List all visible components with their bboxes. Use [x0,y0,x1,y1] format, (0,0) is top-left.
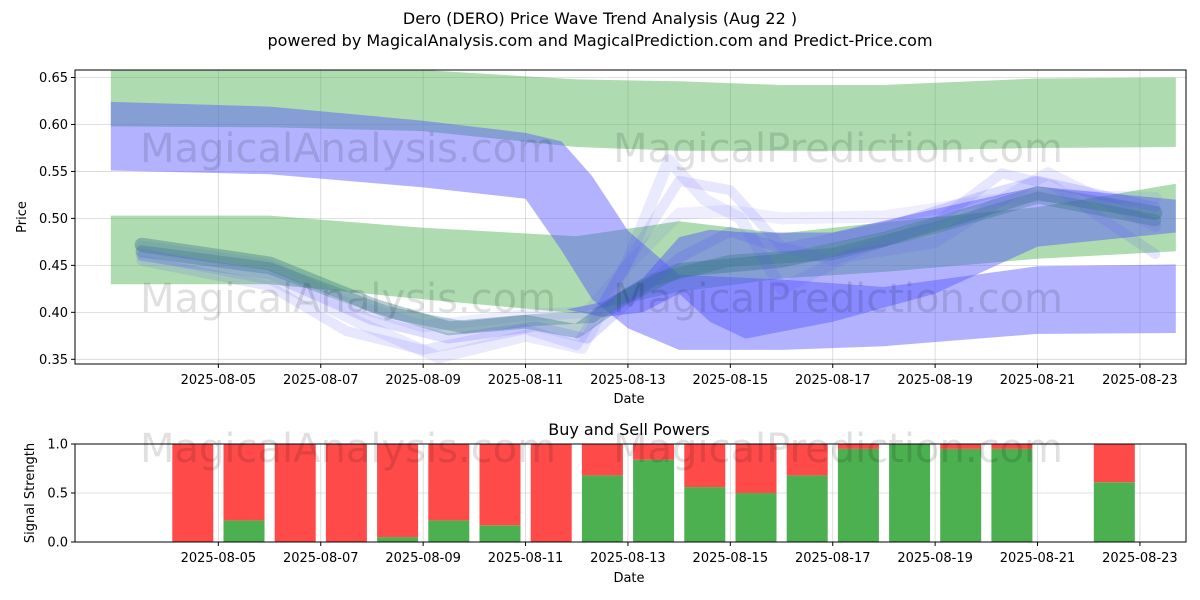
buy-bar [837,448,879,542]
sell-bar [633,444,675,460]
blue-rise-band [566,186,1176,339]
power-y-tick-label: 0.5 [47,487,68,502]
buy-bar [1093,482,1135,542]
price-x-tick-label: 2025-08-11 [488,373,564,388]
wave-line [134,186,1163,339]
price-panel-axes: 2025-08-05 2025-08-07 2025-08-09 2025-08-11… [39,71,1178,388]
buy-bar [786,475,828,542]
sell-bar [377,444,419,538]
buy-bar [940,448,982,542]
sell-bar [223,444,265,521]
price-y-tick-label: 0.40 [39,306,68,321]
price-x-tick-label: 2025-08-07 [283,373,359,388]
wave-line [135,189,1162,333]
price-y-tick-label: 0.50 [39,212,68,227]
buy-bar [479,525,521,542]
sell-bar [479,444,521,526]
power-panel-watermarks: MagicalAnalysis.com MagicalPrediction.com [140,426,1063,472]
sell-bar [991,444,1033,449]
watermark-text: MagicalPrediction.com [613,426,1063,472]
price-x-tick-label: 2025-08-05 [181,373,257,388]
sell-bar [786,444,828,476]
chart-title: Dero (DERO) Price Wave Trend Analysis (A… [402,9,798,28]
sell-bar [735,444,777,493]
price-x-tick-label: 2025-08-13 [590,373,666,388]
price-y-axis-label: Price [15,201,30,233]
wave-line [135,154,1162,364]
sell-bar [172,444,214,542]
wave-line [136,168,1161,355]
power-x-tick-label: 2025-08-09 [385,551,461,566]
price-panel-frame [74,69,1187,365]
price-y-tick-label: 0.60 [39,118,68,133]
power-x-tick-label: 2025-08-21 [1000,551,1076,566]
watermark-text: MagicalAnalysis.com [140,426,556,472]
power-panel-axes: 2025-08-05 2025-08-07 2025-08-09 2025-08-11… [47,438,1177,567]
power-x-tick-label: 2025-08-23 [1102,551,1178,566]
sell-bar [940,444,982,449]
buy-bar [684,487,726,542]
power-x-tick-label: 2025-08-15 [693,551,769,566]
price-panel-grid [75,70,1186,364]
price-x-tick-label: 2025-08-15 [693,373,769,388]
sell-bar [837,444,879,449]
price-y-tick-label: 0.55 [39,165,68,180]
wave-line [135,191,1162,334]
lower-green-band [110,183,1176,314]
watermark-text: MagicalPrediction.com [613,126,1063,172]
sell-bar [1093,444,1135,483]
price-panel-watermarks: MagicalAnalysis.com MagicalPrediction.com… [140,126,1063,322]
buy-bar [735,493,777,542]
power-x-tick-label: 2025-08-13 [590,551,666,566]
sell-bar [428,444,470,521]
sell-bar [325,444,367,542]
sell-bar [530,444,572,542]
wave-line [136,175,1161,344]
power-panel-marks [172,444,1135,542]
sell-bar [274,444,316,542]
price-y-tick-label: 0.45 [39,259,68,274]
upper-green-band [110,70,1176,151]
power-y-axis-label: Signal Strength [23,443,38,543]
watermark-text: MagicalPrediction.com [613,276,1063,322]
power-y-tick-label: 1.0 [47,438,68,453]
chart-subtitle: powered by MagicalAnalysis.com and Magic… [267,31,933,50]
buy-bar [377,537,419,542]
price-y-tick-label: 0.35 [39,353,68,368]
buy-bar [428,520,470,542]
price-x-tick-label: 2025-08-19 [897,373,973,388]
buy-bar [889,444,931,542]
price-x-tick-label: 2025-08-23 [1102,373,1178,388]
power-x-tick-label: 2025-08-11 [488,551,564,566]
buy-bar [581,475,623,542]
price-x-axis-label: Date [613,392,644,407]
power-x-tick-label: 2025-08-05 [181,551,257,566]
price-y-tick-label: 0.65 [39,71,68,86]
price-x-tick-label: 2025-08-09 [385,373,461,388]
power-panel-title: Buy and Sell Powers [548,420,710,439]
power-x-tick-label: 2025-08-07 [283,551,359,566]
sell-bar [684,444,726,488]
power-x-axis-label: Date [613,571,644,586]
price-panel-marks [110,70,1176,364]
price-x-tick-label: 2025-08-21 [1000,373,1076,388]
blue-decline-band [110,101,1176,350]
price-x-tick-label: 2025-08-17 [795,373,871,388]
power-x-tick-label: 2025-08-19 [897,551,973,566]
watermark-text: MagicalAnalysis.com [140,276,556,322]
watermark-text: MagicalAnalysis.com [140,126,556,172]
sell-bar [581,444,623,476]
buy-bar [223,520,265,542]
power-x-tick-label: 2025-08-17 [795,551,871,566]
buy-bar [633,459,675,542]
power-y-tick-label: 0.0 [47,536,68,551]
buy-bar [991,448,1033,542]
